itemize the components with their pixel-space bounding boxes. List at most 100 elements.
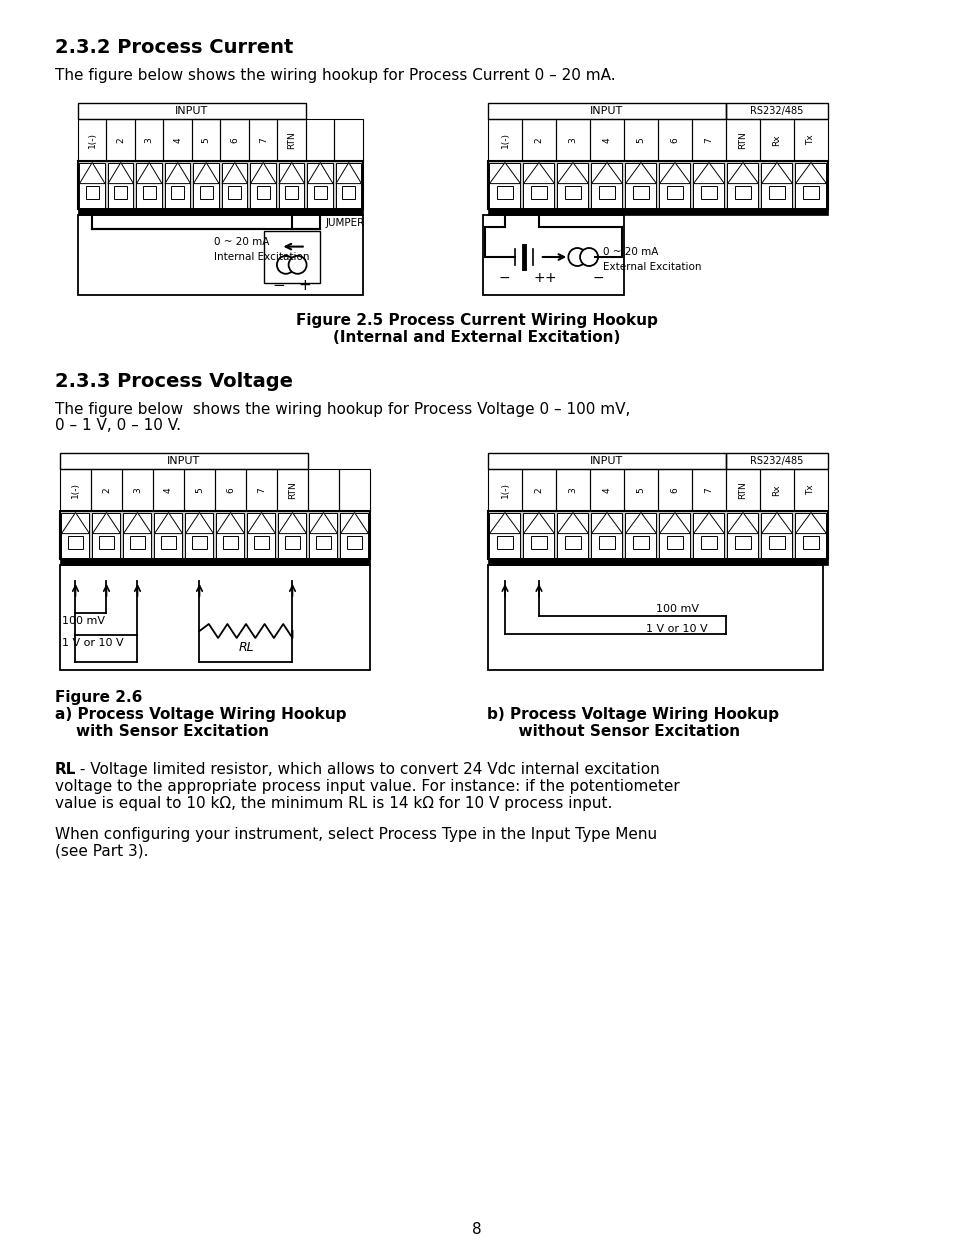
Bar [123,513,152,558]
Polygon shape [309,513,337,534]
Bar [632,535,648,549]
Text: 3: 3 [132,487,142,493]
Polygon shape [154,513,182,534]
Bar [591,513,622,558]
Text: voltage to the appropriate process input value. For instance: if the potentiomet: voltage to the appropriate process input… [55,779,679,794]
Text: INPUT: INPUT [590,456,623,466]
Bar [725,119,760,161]
Text: 3: 3 [568,487,577,493]
Bar [658,469,691,510]
Bar [79,162,105,207]
Text: 6: 6 [670,487,679,493]
Bar [725,453,827,469]
Bar [78,208,363,215]
Bar [263,231,319,283]
Bar [91,469,122,510]
Bar [734,535,750,549]
Bar [802,535,819,549]
Text: 7: 7 [256,487,266,493]
Bar [531,186,546,200]
Bar [557,162,588,207]
Bar [278,513,306,558]
Text: (see Part 3).: (see Part 3). [55,844,149,859]
Polygon shape [625,513,656,534]
Bar [256,186,270,200]
Polygon shape [251,162,275,183]
Text: INPUT: INPUT [590,106,623,116]
Text: 1 V or 10 V: 1 V or 10 V [62,638,124,648]
Text: 8: 8 [472,1222,481,1237]
Bar [632,186,648,200]
Polygon shape [659,162,690,183]
Bar [220,119,249,161]
Bar [249,119,277,161]
Bar [165,162,191,207]
Bar [488,453,725,469]
Text: (Internal and External Excitation): (Internal and External Excitation) [333,329,620,344]
Bar [488,208,827,215]
Polygon shape [335,162,361,183]
Polygon shape [591,513,622,534]
Polygon shape [108,162,133,183]
Bar [60,469,91,510]
Bar [192,535,207,549]
Bar [795,162,825,207]
Bar [497,186,513,200]
Bar [278,162,304,207]
Bar [497,535,513,549]
Text: 5: 5 [194,487,204,493]
Bar [625,513,656,558]
Bar [60,559,370,565]
Bar [171,186,184,200]
Bar [307,162,333,207]
Bar [99,535,113,549]
Bar [623,469,658,510]
Bar [531,535,546,549]
Bar [161,535,175,549]
Polygon shape [693,513,723,534]
Text: without Sensor Excitation: without Sensor Excitation [486,724,740,739]
Polygon shape [340,513,368,534]
Bar [276,469,308,510]
Text: Rx: Rx [772,484,781,495]
Text: 6: 6 [226,487,234,493]
Text: The figure below  shows the wiring hookup for Process Voltage 0 – 100 mV,: The figure below shows the wiring hookup… [55,402,630,417]
Bar [192,119,220,161]
Bar [86,186,99,200]
Bar [154,513,182,558]
Text: 2.3.3 Process Voltage: 2.3.3 Process Voltage [55,372,293,391]
Bar [564,186,580,200]
Bar [163,119,192,161]
Polygon shape [123,513,152,534]
Text: RS232/485: RS232/485 [749,456,802,466]
Polygon shape [727,162,758,183]
Bar [734,186,750,200]
Polygon shape [557,162,588,183]
Polygon shape [727,513,758,534]
Bar [623,119,658,161]
Bar [488,161,827,208]
Bar [308,469,338,510]
Bar [488,559,827,565]
Text: RTN: RTN [738,482,747,499]
Bar [222,162,247,207]
Text: 0 – 1 V, 0 – 10 V.: 0 – 1 V, 0 – 10 V. [55,418,181,433]
Polygon shape [92,513,120,534]
Text: with Sensor Excitation: with Sensor Excitation [55,724,269,739]
Text: 4: 4 [602,487,611,493]
Bar [78,161,363,208]
Bar [760,513,792,558]
Polygon shape [693,162,723,183]
Text: RL: RL [55,763,76,778]
Bar [725,104,827,119]
Polygon shape [278,162,304,183]
Text: 4: 4 [173,137,182,142]
Text: JUMPER: JUMPER [325,218,364,228]
Bar [335,119,363,161]
Bar [60,565,370,670]
Text: Rx: Rx [772,135,781,146]
Bar [335,162,361,207]
Text: Tx: Tx [805,484,815,495]
Text: The figure below shows the wiring hookup for Process Current 0 – 20 mA.: The figure below shows the wiring hookup… [55,67,615,84]
Bar [309,513,337,558]
